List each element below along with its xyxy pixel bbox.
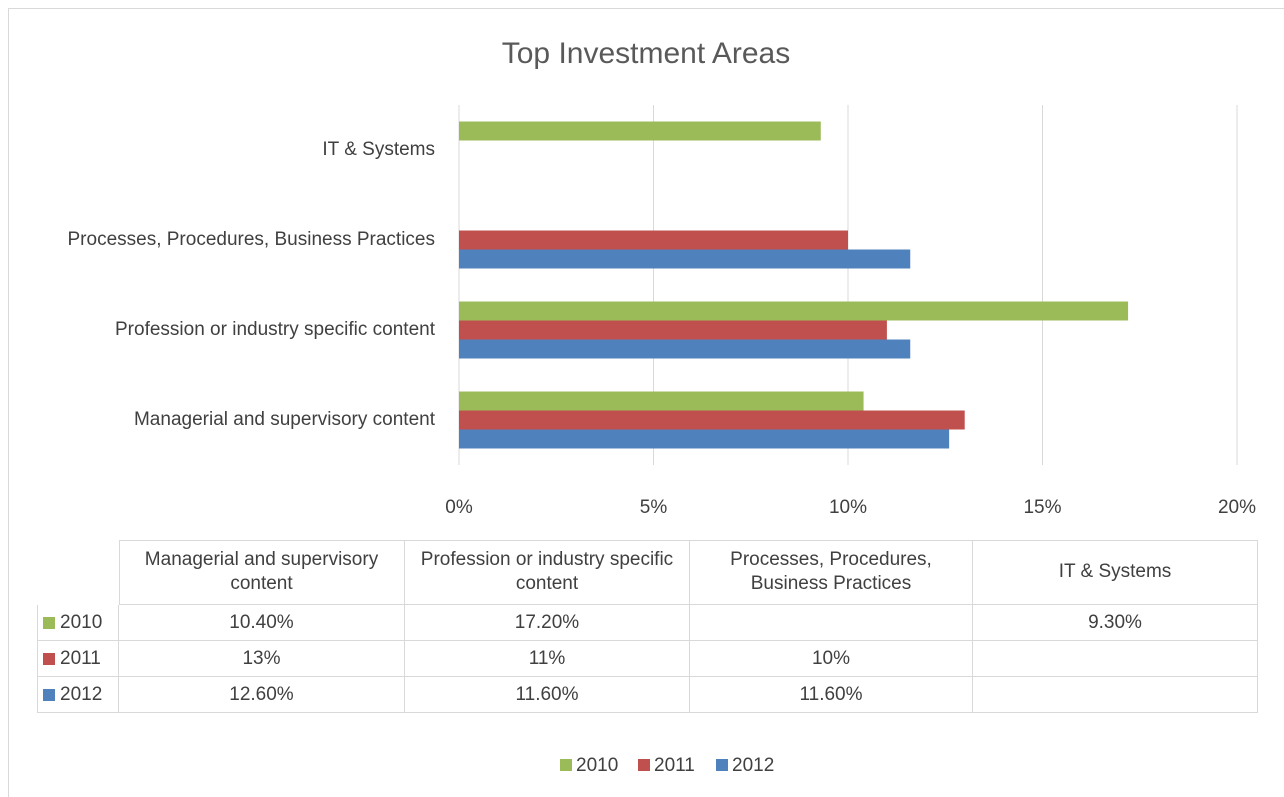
- series-name: 2011: [60, 647, 101, 669]
- table-cell: 10%: [690, 641, 973, 677]
- table-legend: 2010: [37, 605, 119, 641]
- table-cell: 10.40%: [119, 605, 405, 641]
- bar: [459, 230, 848, 250]
- bar: [459, 339, 911, 359]
- table-cell: 13%: [119, 641, 405, 677]
- series-name: 2010: [60, 611, 103, 633]
- legend-swatch: [43, 688, 55, 701]
- y-tick-label: Profession or industry specific content: [115, 319, 436, 340]
- table-legend: 2011: [37, 641, 119, 677]
- table-cell: 12.60%: [119, 677, 405, 713]
- series-name: 2012: [60, 683, 103, 705]
- legend-label: 2011: [654, 755, 695, 776]
- legend-label: 2010: [576, 755, 618, 776]
- table-cell: [973, 677, 1258, 713]
- y-tick-label: Processes, Procedures, Business Practice…: [68, 229, 436, 250]
- table-header: IT & Systems: [973, 540, 1258, 605]
- table-header: Profession or industry specific content: [405, 540, 690, 605]
- bar: [459, 410, 965, 430]
- bar: [459, 320, 887, 340]
- x-tick-label: 20%: [1218, 497, 1256, 518]
- table-cell: 11.60%: [405, 677, 690, 713]
- table-cell: 17.20%: [405, 605, 690, 641]
- legend-swatch: [43, 652, 55, 665]
- x-tick-label: 15%: [1023, 497, 1061, 518]
- table-header: Processes, Procedures, Business Practice…: [690, 540, 973, 605]
- table-cell: 11%: [405, 641, 690, 677]
- x-tick-label: 10%: [829, 497, 867, 518]
- bar: [459, 121, 821, 141]
- table-border: [119, 540, 1258, 541]
- table-border: [37, 605, 38, 713]
- bar: [459, 249, 911, 269]
- bar: [459, 301, 1129, 321]
- legend-swatch: [638, 759, 650, 771]
- table-legend: 2012: [37, 677, 119, 713]
- table-cell: [973, 641, 1258, 677]
- table-cell: 11.60%: [690, 677, 973, 713]
- table-border: [119, 540, 120, 605]
- legend-label: 2012: [732, 755, 774, 776]
- table-cell: 9.30%: [973, 605, 1258, 641]
- y-tick-label: IT & Systems: [322, 139, 435, 160]
- legend-swatch: [560, 759, 572, 771]
- x-tick-label: 0%: [445, 497, 473, 518]
- y-tick-label: Managerial and supervisory content: [134, 409, 436, 430]
- table-cell: [690, 605, 973, 641]
- legend-swatch: [716, 759, 728, 771]
- chart-border: [8, 8, 1284, 797]
- bar: [459, 429, 950, 449]
- bar: [459, 391, 864, 411]
- table-header: Managerial and supervisory content: [119, 540, 405, 605]
- chart-title: Top Investment Areas: [502, 37, 791, 70]
- legend-swatch: [43, 616, 55, 629]
- x-tick-label: 5%: [640, 497, 668, 518]
